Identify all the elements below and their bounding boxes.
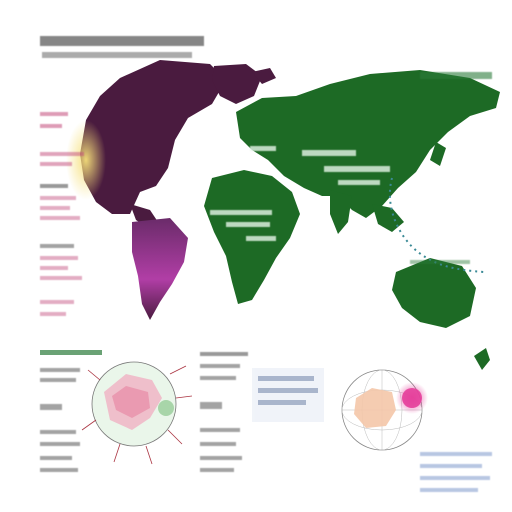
center-note-box xyxy=(252,368,324,422)
bottom-right-notes xyxy=(420,452,492,492)
dotted-path-icon xyxy=(388,177,485,273)
map-text-scribbles xyxy=(210,72,492,264)
iceland-landmass xyxy=(252,68,276,84)
title-scribble xyxy=(40,36,204,58)
new-zealand-landmass xyxy=(474,348,490,370)
center-column-notes xyxy=(200,352,248,472)
bottom-left-header xyxy=(40,350,102,355)
south-asia-landmass xyxy=(330,190,352,234)
left-inset-globe xyxy=(81,361,193,465)
south-america-landmass xyxy=(132,218,188,320)
left-column-notes xyxy=(40,112,84,316)
pink-glow xyxy=(396,382,428,414)
southeast-asia-landmass xyxy=(372,204,404,232)
eurasia-landmass xyxy=(236,70,500,218)
west-coast-highlight xyxy=(66,120,106,200)
right-inset-globe xyxy=(341,369,423,451)
japan-landmass xyxy=(430,142,446,166)
australia-landmass xyxy=(392,258,476,328)
bottom-left-notes xyxy=(40,368,80,472)
greenland-landmass xyxy=(212,64,262,104)
north-america-landmass xyxy=(80,60,226,214)
